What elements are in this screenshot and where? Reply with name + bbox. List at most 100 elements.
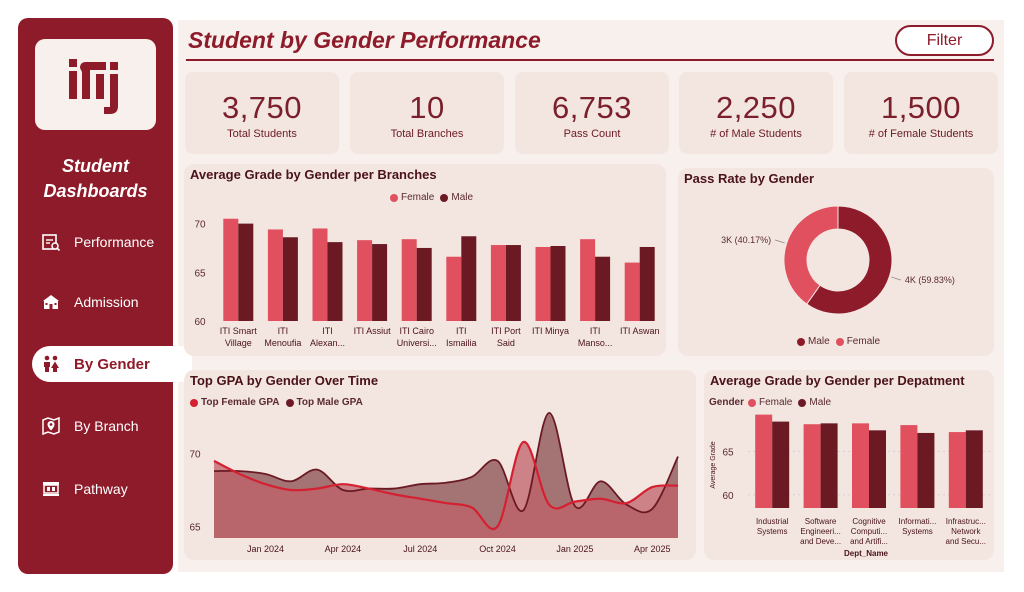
kpi-value: 3,750 (221, 90, 303, 125)
legend-label: Female (846, 336, 881, 347)
map-pin-icon (40, 415, 62, 437)
legend-swatch (190, 398, 198, 407)
bar-male (917, 432, 935, 508)
series-line-top-male (213, 412, 679, 514)
legend-swatch (835, 337, 844, 346)
sidebar: Student Dashboards Performance Admission… (18, 18, 192, 574)
sidebar-item-pathway[interactable]: Pathway (18, 472, 173, 506)
y-tick-label: 65 (189, 522, 201, 533)
legend-item-female: Female (390, 192, 434, 203)
chart-legend: Gender Female Male (709, 397, 837, 408)
bar-male (965, 430, 983, 508)
sidebar-item-label: Pathway (74, 481, 128, 497)
sidebar-item-by-branch[interactable]: By Branch (18, 409, 173, 443)
chart-legend: Female Male (390, 192, 479, 203)
kpi-card-total-students: 3,750 Total Students (185, 72, 339, 154)
bar-female (755, 414, 773, 508)
bar-male (282, 237, 298, 321)
legend-label: Top Female GPA (201, 397, 280, 408)
x-tick-label: Ismailia (446, 338, 477, 348)
x-tick-label: Informati... (899, 517, 937, 526)
legend-label: Male (808, 336, 830, 347)
donut-data-label: 3K (40.17%) (721, 235, 771, 245)
bar-female (401, 239, 417, 321)
chart-title: Average Grade by Gender per Depatment (710, 373, 965, 388)
sidebar-item-admission[interactable]: Admission (18, 285, 173, 319)
legend-label: Female (401, 192, 435, 203)
sidebar-item-performance[interactable]: Performance (18, 225, 173, 259)
kpi-label: # of Female Students (868, 128, 974, 140)
legend-swatch (797, 337, 805, 346)
bar-female (312, 228, 328, 321)
x-tick-label: Universi... (397, 338, 437, 348)
bar-male (416, 247, 432, 321)
x-tick-label: ITI (590, 326, 601, 336)
x-tick-label: Alexan... (310, 338, 345, 348)
x-tick-label: ITI (456, 326, 467, 336)
sidebar-item-by-gender[interactable]: By Gender (18, 347, 173, 381)
kpi-card-male-students: 2,250 # of Male Students (679, 72, 833, 154)
chart-panel-top-gpa: Top GPA by Gender Over Time Top Female G… (184, 370, 696, 560)
x-tick-label: Apr 2025 (634, 544, 671, 554)
x-tick-label: and Deve... (800, 537, 841, 546)
kpi-label: # of Male Students (710, 128, 802, 140)
bar-female (852, 423, 869, 508)
legend-swatch (748, 398, 757, 407)
bar-male (461, 236, 477, 321)
bar-female (948, 432, 966, 508)
area-fill-top-female (214, 441, 678, 538)
y-tick-label: 70 (189, 450, 201, 461)
path-board-icon (40, 478, 62, 500)
chart-title: Average Grade by Gender per Branches (190, 167, 437, 182)
bar-male (820, 423, 838, 508)
kpi-card-female-students: 1,500 # of Female Students (844, 72, 998, 154)
x-tick-label: Infrastruc... (946, 517, 986, 526)
legend-title: Gender (709, 397, 745, 408)
bar-female (490, 245, 506, 321)
y-tick-label: 65 (194, 268, 206, 279)
bar-male (869, 430, 886, 508)
legend-item-male: Male (798, 397, 831, 408)
legend-label: Male (451, 192, 474, 203)
x-tick-label: and Artifi... (850, 537, 888, 546)
legend-swatch (390, 193, 398, 202)
bar-male (550, 246, 566, 321)
chart-legend: Male Female (797, 336, 886, 347)
bar-male (327, 242, 343, 321)
legend-label: Top Male GPA (296, 397, 363, 408)
sidebar-item-label: By Branch (74, 418, 139, 434)
donut-data-label: 4K (59.83%) (905, 275, 955, 285)
x-axis-label: Dept_Name (844, 549, 889, 558)
bar-female (223, 218, 239, 321)
x-tick-label: Engineeri... (800, 527, 840, 536)
filter-button[interactable]: Filter (895, 25, 994, 56)
x-tick-label: Jul 2024 (403, 544, 437, 554)
x-tick-label: Software (805, 517, 837, 526)
top-gpa-area-chart: 65 70 Jan 2024 Apr 2024 Jul 2024 Oct 2024 Jan … (189, 412, 679, 554)
x-tick-label: ITI Cairo (399, 326, 434, 336)
kpi-card-pass-count: 6,753 Pass Count (515, 72, 669, 154)
x-tick-label: Manso... (578, 338, 613, 348)
y-axis-label: Average Grade (710, 441, 717, 488)
kpi-value: 6,753 (551, 90, 633, 125)
x-tick-label: ITI Minya (532, 326, 569, 336)
school-building-icon (40, 291, 62, 313)
branches-bar-chart: 60 65 70 ITI Smart Village ITI Menoufia ITI Alex… (194, 218, 659, 348)
bar-female (900, 425, 918, 508)
x-tick-label: ITI Smart (220, 326, 258, 336)
x-tick-label: Village (225, 338, 252, 348)
y-tick-label: 60 (194, 317, 206, 328)
legend-label: Female (759, 397, 793, 408)
kpi-value: 1,500 (880, 90, 962, 125)
chart-title: Top GPA by Gender Over Time (190, 373, 379, 388)
chart-panel-pass-rate: Pass Rate by Gender 4K (59.83%) 3K (40.17… (678, 168, 994, 356)
x-tick-label: Jan 2025 (556, 544, 593, 554)
bar-female (446, 256, 462, 321)
x-tick-label: ITI Port (491, 326, 521, 336)
sidebar-item-label: By Gender (74, 355, 150, 373)
kpi-label: Total Branches (390, 128, 464, 140)
y-tick-label: 60 (722, 491, 734, 502)
chart-panel-branches: Average Grade by Gender per Branches Fem… (184, 164, 666, 356)
x-tick-label: ITI Assiut (354, 326, 392, 336)
